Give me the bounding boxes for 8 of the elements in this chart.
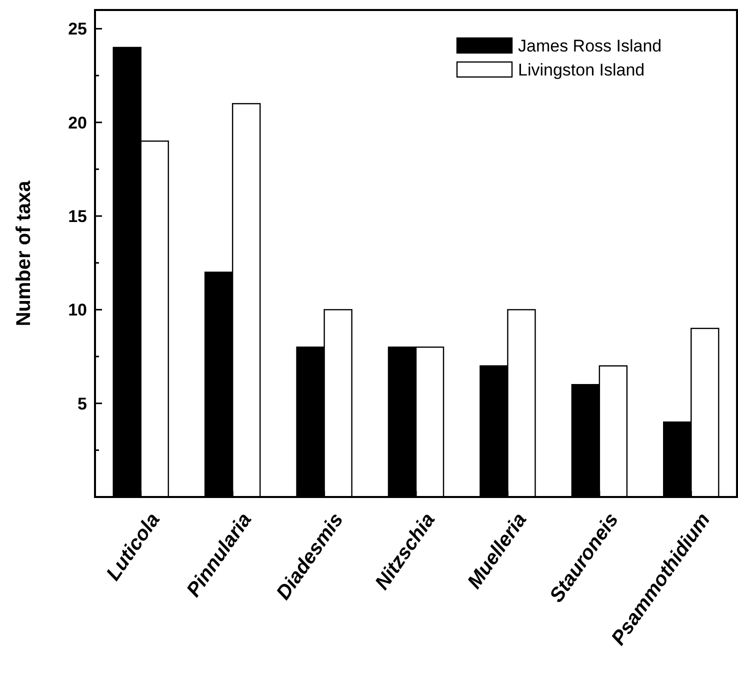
y-tick-label: 25 bbox=[68, 20, 87, 39]
y-tick-label: 15 bbox=[68, 206, 87, 226]
legend-label: Livingston Island bbox=[518, 60, 645, 80]
legend-label: James Ross Island bbox=[518, 36, 662, 56]
y-tick-label: 10 bbox=[68, 300, 87, 320]
y-tick-label: 20 bbox=[68, 113, 87, 132]
y-tick-label: 5 bbox=[78, 394, 87, 414]
y-axis-title: Number of taxa bbox=[13, 180, 35, 326]
